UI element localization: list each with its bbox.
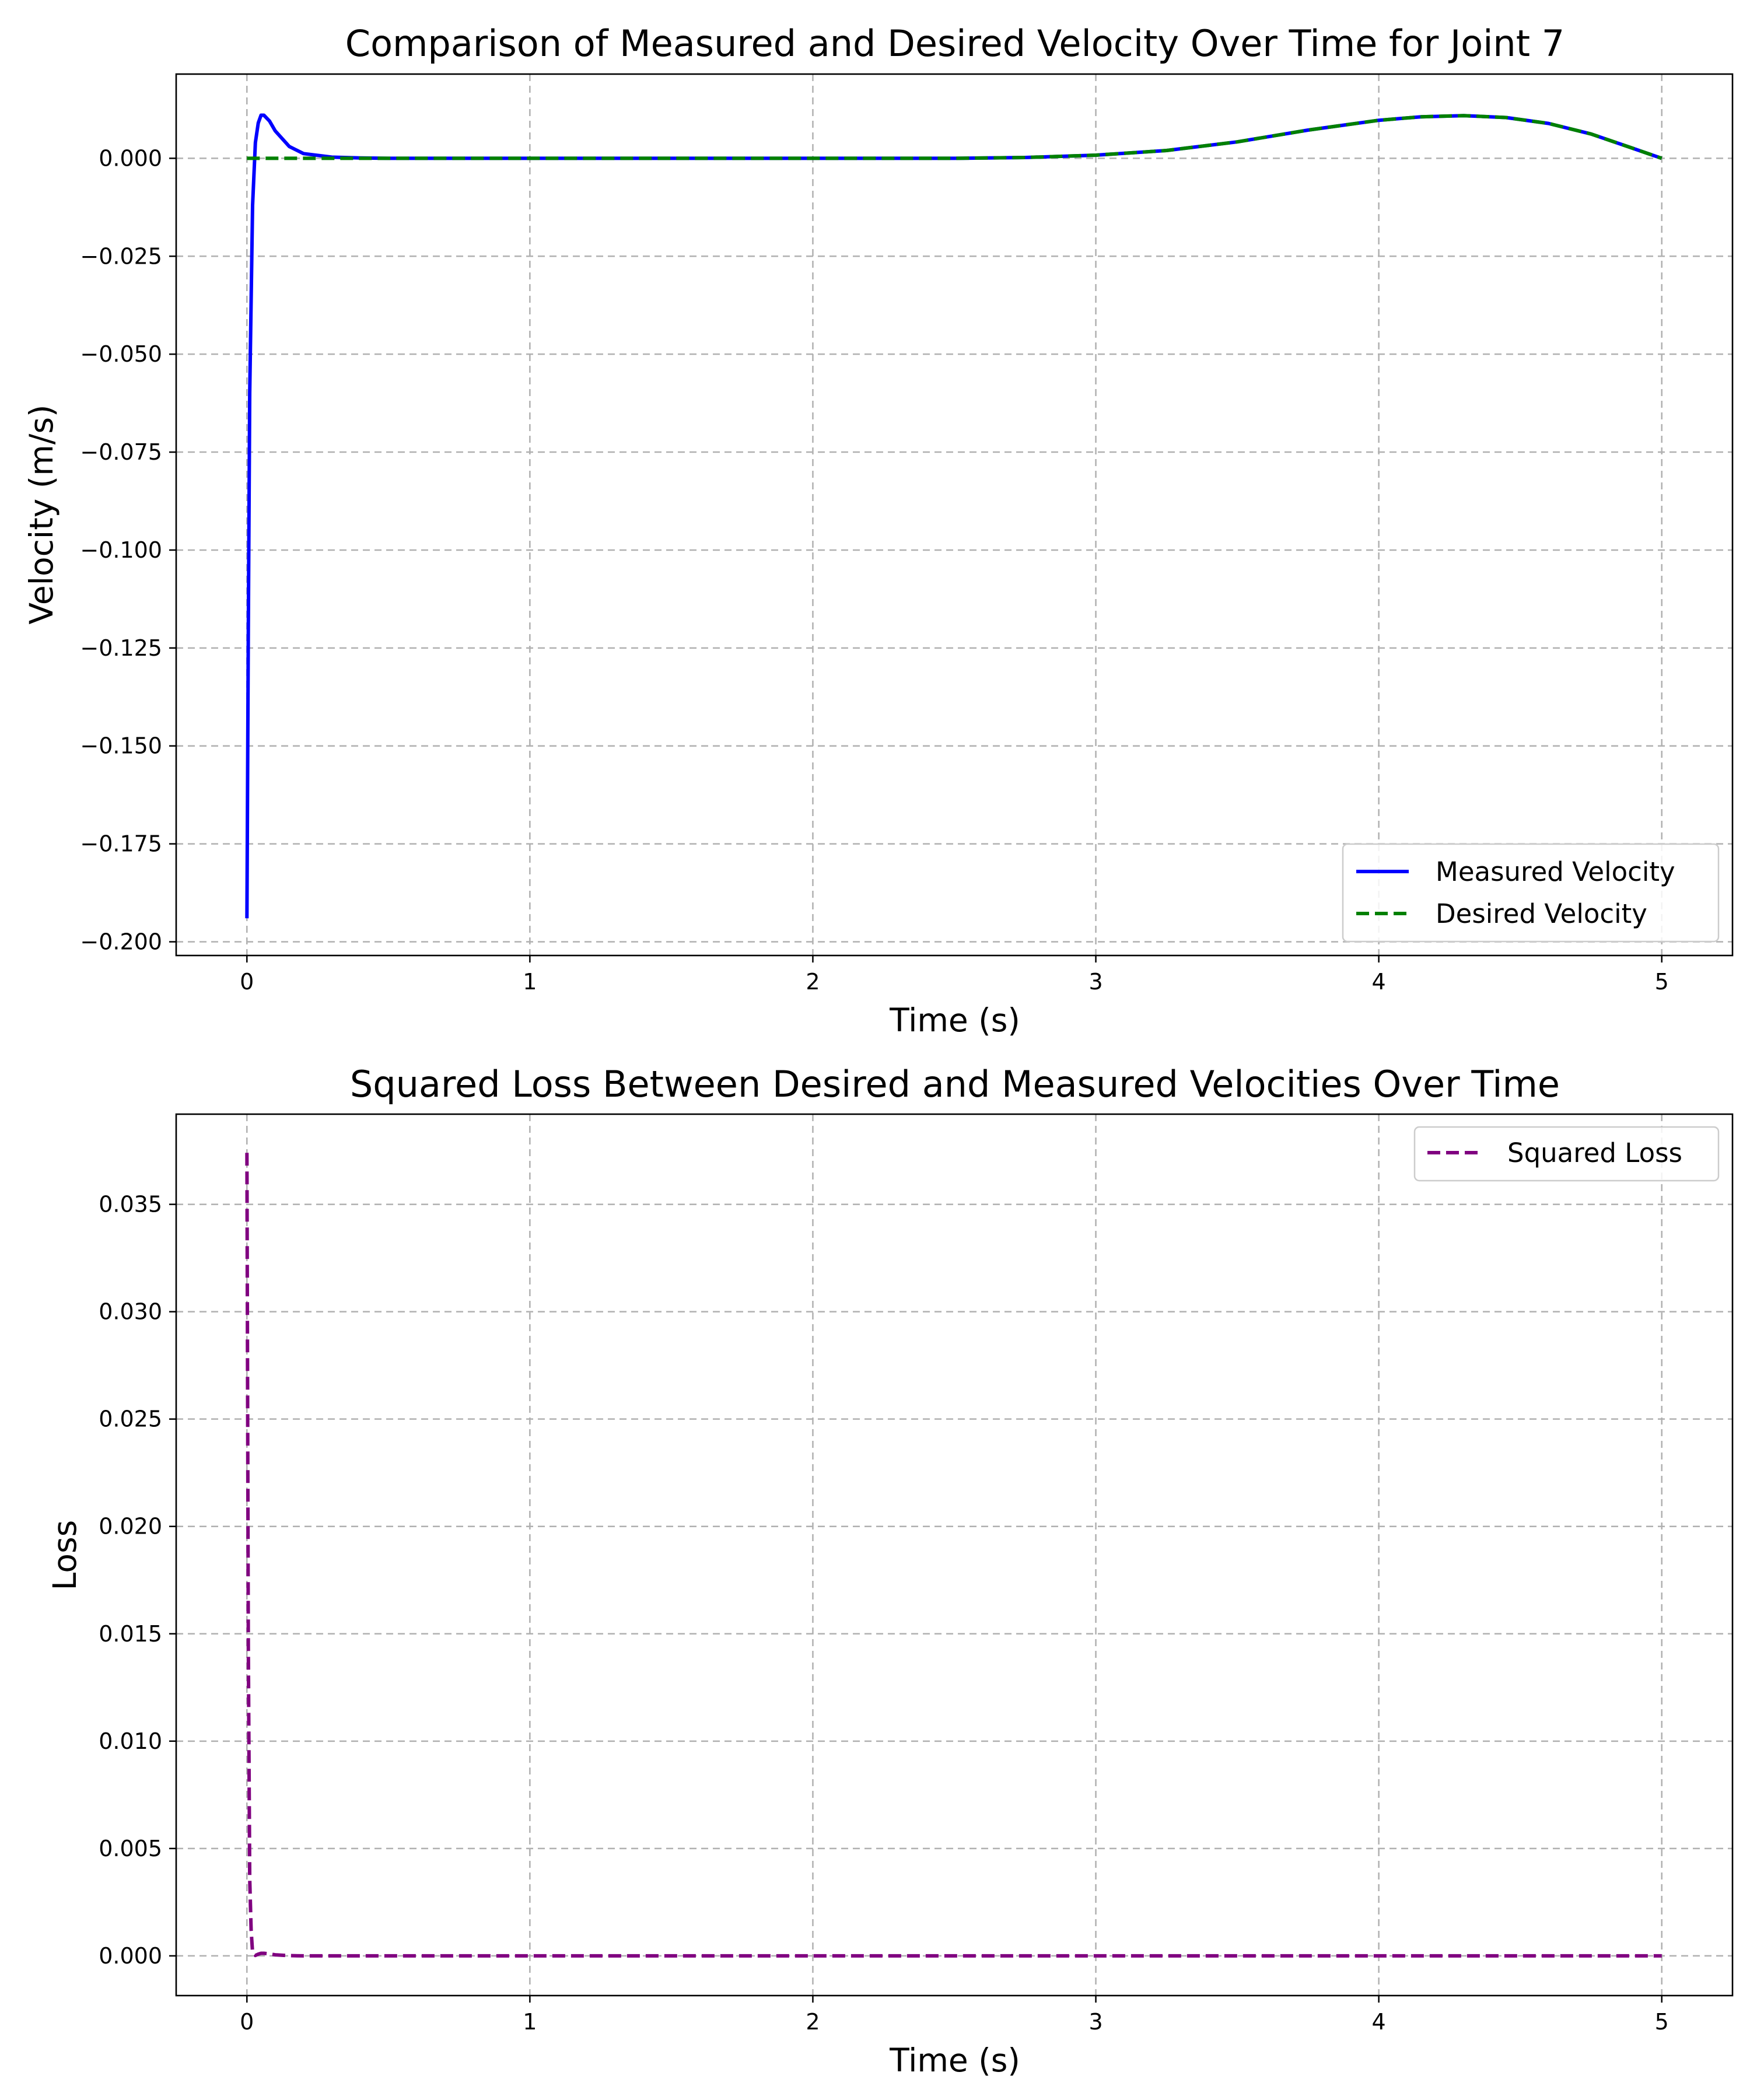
velocity-y-tick-label: −0.150: [80, 733, 162, 759]
loss-y-tick-label: 0.025: [99, 1406, 162, 1432]
velocity-y-tick-label: −0.200: [80, 929, 162, 954]
loss-x-tick-label: 4: [1372, 2009, 1386, 2035]
legend-label-measured-velocity: Measured Velocity: [1436, 856, 1675, 887]
loss-x-tick-label: 0: [240, 2009, 254, 2035]
velocity-x-tick-label: 1: [523, 969, 537, 995]
loss-grid: [176, 1114, 1732, 1996]
velocity-x-tick-label: 5: [1655, 969, 1669, 995]
velocity-x-tick-label: 4: [1372, 969, 1386, 995]
loss-x-tick-label: 3: [1088, 2009, 1102, 2035]
loss-y-tick-label: 0.005: [99, 1836, 162, 1861]
velocity-plot-frame: [175, 73, 1734, 957]
velocity-y-tick-label: −0.075: [80, 439, 162, 465]
legend-label-desired-velocity: Desired Velocity: [1436, 898, 1647, 929]
desired-velocity-line: [247, 114, 1662, 160]
loss-x-tick-label: 5: [1655, 2009, 1669, 2035]
velocity-y-tick-label: −0.100: [80, 537, 162, 563]
loss-legend-box: [1413, 1126, 1720, 1182]
velocity-legend-box: [1342, 843, 1720, 943]
loss-y-tick-label: 0.035: [99, 1192, 162, 1217]
velocity-legend: Measured Velocity Desired Velocity: [1342, 843, 1720, 943]
loss-x-tick-label: 2: [806, 2009, 820, 2035]
loss-x-ticks: 0 1 2 3 4 5: [240, 1996, 1669, 2035]
velocity-x-axis-label: Time (s): [889, 1002, 1020, 1039]
loss-y-ticks: 0.000 0.005 0.010 0.015 0.020 0.025 0.030 0.035: [99, 1192, 176, 1969]
loss-chart-title: Squared Loss Between Desired and Measure…: [350, 1063, 1560, 1105]
measured-velocity-line: [245, 113, 1662, 919]
velocity-y-tick-label: 0.000: [99, 145, 162, 171]
velocity-series-lines: [245, 113, 1662, 919]
loss-y-tick-label: 0.000: [99, 1943, 162, 1969]
velocity-y-tick-label: −0.050: [80, 341, 162, 367]
velocity-subplot: Comparison of Measured and Desired Veloc…: [23, 22, 1734, 1039]
loss-plot-frame: [175, 1113, 1734, 1997]
velocity-y-tick-label: −0.125: [80, 635, 162, 661]
loss-y-tick-label: 0.015: [99, 1621, 162, 1647]
loss-x-tick-label: 1: [523, 2009, 537, 2035]
velocity-x-ticks: 0 1 2 3 4 5: [240, 956, 1669, 995]
squared-loss-line: [245, 1153, 1662, 1958]
loss-legend: Squared Loss: [1413, 1126, 1720, 1182]
velocity-x-tick-label: 2: [806, 969, 820, 995]
velocity-x-tick-label: 0: [240, 969, 254, 995]
velocity-y-axis-label: Velocity (m/s): [23, 405, 60, 625]
legend-label-squared-loss: Squared Loss: [1507, 1138, 1682, 1168]
loss-x-axis-label: Time (s): [889, 2042, 1020, 2079]
loss-y-axis-label: Loss: [46, 1520, 83, 1591]
loss-y-tick-label: 0.020: [99, 1514, 162, 1539]
velocity-y-ticks: 0.000 −0.025 −0.050 −0.075 −0.100 −0.125 −0.15…: [80, 145, 176, 954]
loss-y-tick-label: 0.010: [99, 1728, 162, 1754]
loss-y-tick-label: 0.030: [99, 1299, 162, 1325]
velocity-x-tick-label: 3: [1088, 969, 1102, 995]
velocity-chart-title: Comparison of Measured and Desired Veloc…: [345, 22, 1564, 65]
loss-series-lines: [245, 1153, 1662, 1958]
velocity-grid: [176, 74, 1732, 956]
velocity-y-tick-label: −0.175: [80, 831, 162, 857]
loss-subplot: Squared Loss Between Desired and Measure…: [46, 1063, 1734, 2079]
velocity-y-tick-label: −0.025: [80, 243, 162, 269]
